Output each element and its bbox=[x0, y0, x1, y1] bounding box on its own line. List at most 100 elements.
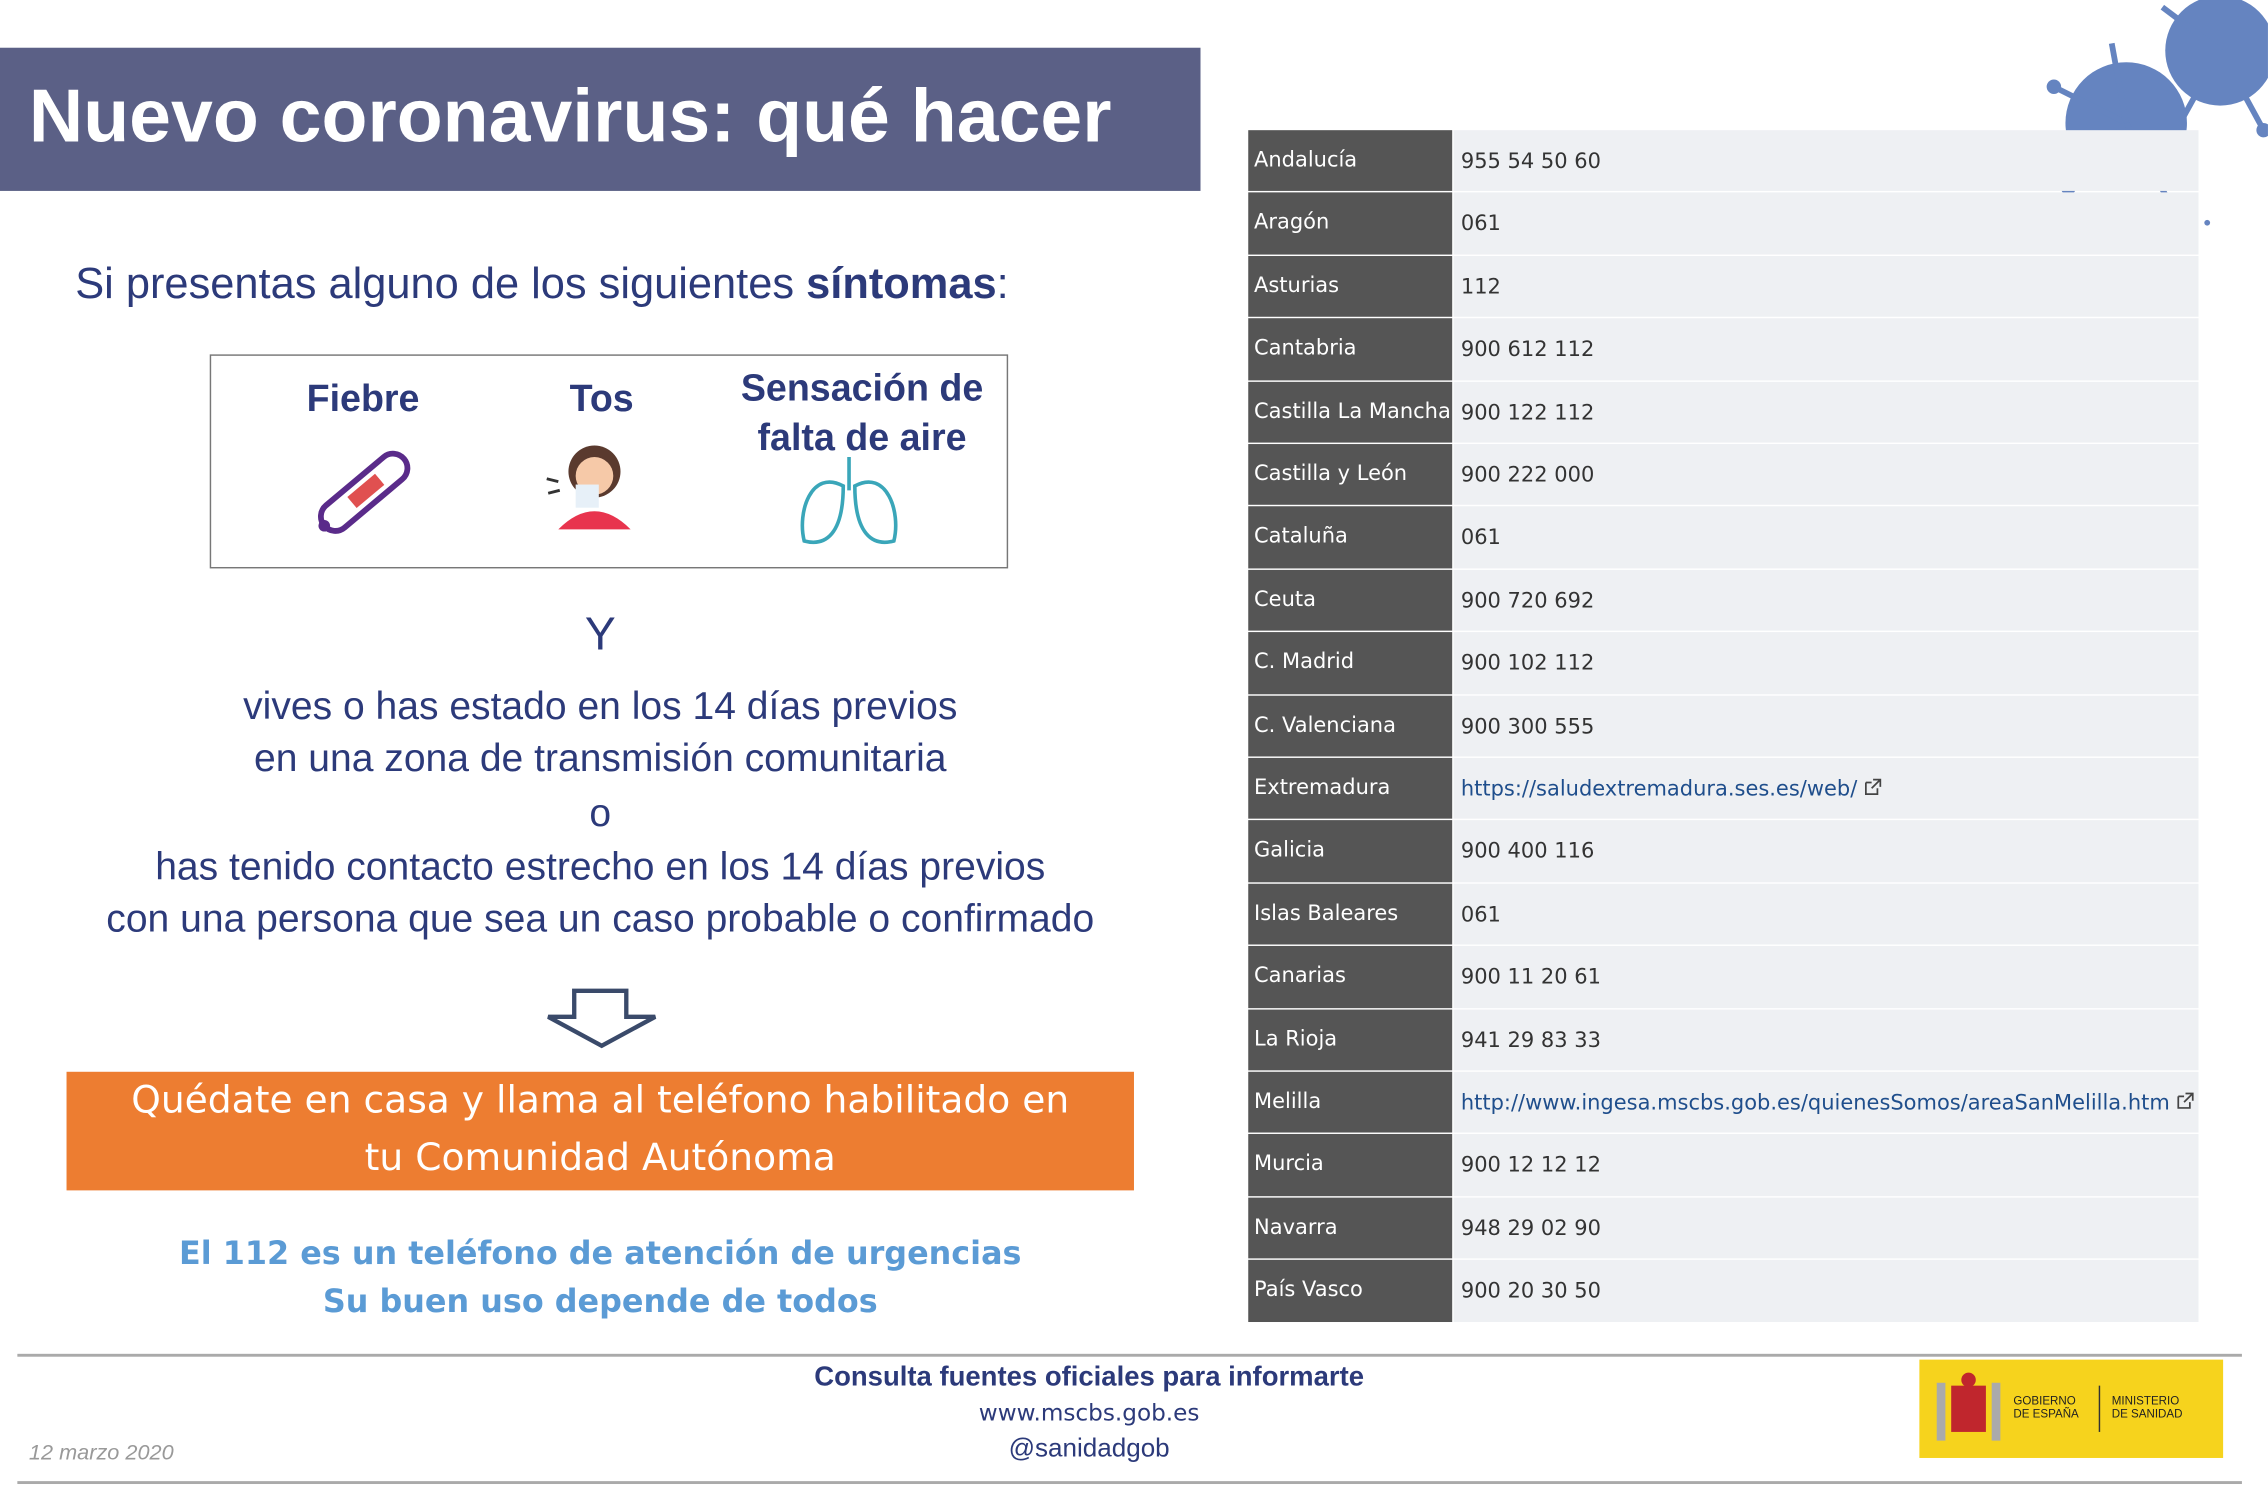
region-cell: Extremadura bbox=[1248, 757, 1453, 820]
condition-line: en una zona de transmisión comunitaria bbox=[254, 736, 947, 780]
region-cell: País Vasco bbox=[1248, 1260, 1453, 1322]
logo-line: DE ESPAÑA bbox=[2013, 1407, 2079, 1421]
lungs-icon bbox=[800, 457, 898, 544]
table-row: Melilla http://www.ingesa.mscbs.gob.es/qu… bbox=[1248, 1071, 2199, 1135]
phone-number: 112 bbox=[1460, 275, 1501, 300]
divider bbox=[17, 1353, 2242, 1357]
logo-line: DE SANIDAD bbox=[2111, 1407, 2183, 1421]
intro-emphasis: síntomas bbox=[806, 260, 997, 309]
table-row: Aragón 061 bbox=[1248, 192, 2199, 256]
intro: Si presentas alguno de los siguientes sí… bbox=[75, 260, 1009, 309]
condition-line: vives o has estado en los 14 días previo… bbox=[243, 684, 958, 728]
title: Nuevo coronavirus: qué hacer bbox=[28, 75, 1112, 160]
note-line: El 112 es un teléfono de atención de urg… bbox=[178, 1236, 1022, 1273]
logo-line: GOBIERNO bbox=[2013, 1394, 2076, 1408]
table-row: La Rioja 941 29 83 33 bbox=[1248, 1008, 2199, 1072]
phone-cell: 948 29 02 90 bbox=[1453, 1197, 2199, 1259]
footer-date: 12 marzo 2020 bbox=[28, 1440, 174, 1466]
region-cell: Canarias bbox=[1248, 946, 1453, 1008]
region-cell: Ceuta bbox=[1248, 569, 1453, 631]
phone-cell: 061 bbox=[1453, 883, 2199, 945]
region-cell: La Rioja bbox=[1248, 1008, 1453, 1071]
phone-number: 900 11 20 61 bbox=[1460, 966, 1601, 990]
intro-colon: : bbox=[996, 260, 1009, 309]
region-cell: Navarra bbox=[1248, 1197, 1453, 1259]
action-line: tu Comunidad Autónoma bbox=[364, 1136, 836, 1181]
region-cell: C. Madrid bbox=[1248, 632, 1453, 694]
table-row: Ceuta 900 720 692 bbox=[1248, 569, 2199, 633]
phone-number: 941 29 83 33 bbox=[1460, 1029, 1601, 1053]
arrow-down bbox=[547, 988, 657, 1049]
phone-cell: https://saludextremadura.ses.es/web/ bbox=[1453, 757, 2199, 820]
phone-cell: 900 720 692 bbox=[1453, 569, 2199, 631]
title-banner: Nuevo coronavirus: qué hacer bbox=[0, 47, 1201, 191]
phone-number: 948 29 02 90 bbox=[1460, 1217, 1601, 1241]
region-cell: Aragón bbox=[1248, 192, 1453, 255]
cough-icon bbox=[546, 445, 631, 530]
phone-number: 900 122 112 bbox=[1460, 401, 1595, 425]
region-cell: Murcia bbox=[1248, 1134, 1453, 1196]
phone-number: 900 102 112 bbox=[1460, 652, 1595, 676]
phone-cell: 941 29 83 33 bbox=[1453, 1008, 2199, 1071]
region-cell: Cantabria bbox=[1248, 318, 1453, 380]
region-cell: Castilla y León bbox=[1248, 444, 1453, 506]
link[interactable]: http://www.ingesa.mscbs.gob.es/quienesSo… bbox=[1460, 1092, 2170, 1116]
divider bbox=[17, 1481, 2242, 1485]
external-link-icon bbox=[2177, 1092, 2194, 1109]
symptoms-box: Fiebre Tos Sensación de falta de aire bbox=[209, 354, 1009, 569]
table-row: Cantabria 900 612 112 bbox=[1248, 318, 2199, 381]
phone-number: 061 bbox=[1460, 527, 1501, 551]
region-cell: Castilla La Mancha bbox=[1248, 381, 1453, 443]
ministry-logo: GOBIERNO DE ESPAÑA MINISTERIO DE SANIDAD bbox=[1919, 1359, 2224, 1458]
phone-cell: 900 12 12 12 bbox=[1453, 1134, 2199, 1196]
phone-cell: 900 102 112 bbox=[1453, 632, 2199, 694]
phone-cell: 900 612 112 bbox=[1453, 318, 2199, 380]
coat-of-arms bbox=[1936, 1372, 2001, 1441]
phone-cell: 061 bbox=[1453, 506, 2199, 569]
table-row: C. Valenciana 900 300 555 bbox=[1248, 695, 2199, 758]
table-row: C. Madrid 900 102 112 bbox=[1248, 632, 2199, 695]
logo-text: MINISTERIO DE SANIDAD bbox=[2112, 1394, 2183, 1420]
conjunction: Y bbox=[584, 607, 616, 660]
table-row: Extremadura https://saludextremadura.ses.… bbox=[1248, 757, 2199, 821]
phone-cell: 900 300 555 bbox=[1453, 695, 2199, 757]
phone-cell: 900 20 30 50 bbox=[1453, 1260, 2199, 1322]
thermometer-icon bbox=[317, 450, 411, 534]
table-row: Islas Baleares 061 bbox=[1248, 883, 2199, 946]
action-box: Quédate en casa y llama al teléfono habi… bbox=[66, 1071, 1134, 1191]
phone-cell: 061 bbox=[1453, 192, 2199, 255]
phone-number: 900 612 112 bbox=[1460, 338, 1595, 362]
phone-cell: 900 122 112 bbox=[1453, 381, 2199, 443]
phone-cell: 900 222 000 bbox=[1453, 444, 2199, 506]
symptom: Fiebre bbox=[306, 376, 420, 420]
symptom: Sensación de falta de aire bbox=[740, 365, 984, 459]
phone-number: 900 720 692 bbox=[1460, 589, 1595, 613]
logo-line: MINISTERIO bbox=[2111, 1394, 2180, 1408]
table-row: Navarra 948 29 02 90 bbox=[1248, 1197, 2199, 1260]
table-row: Castilla y León 900 222 000 bbox=[1248, 444, 2199, 507]
table-row: Cataluña 061 bbox=[1248, 506, 2199, 570]
phone-cell: 900 400 116 bbox=[1453, 820, 2199, 882]
table-row: Andalucía 955 54 50 60 bbox=[1248, 130, 2199, 193]
phone-number: 900 20 30 50 bbox=[1460, 1280, 1601, 1304]
logo-separator bbox=[2098, 1385, 2101, 1432]
region-cell: Cataluña bbox=[1248, 506, 1453, 569]
logo-text: GOBIERNO DE ESPAÑA bbox=[2013, 1394, 2078, 1420]
footer-web: www.mscbs.gob.es bbox=[978, 1398, 1200, 1427]
phone-number: 061 bbox=[1460, 213, 1501, 237]
intro-text: Si presentas alguno de los siguientes bbox=[75, 260, 795, 309]
table-row: Galicia 900 400 116 bbox=[1248, 820, 2199, 884]
region-cell: Asturias bbox=[1248, 255, 1453, 318]
condition-or: o bbox=[589, 791, 612, 835]
note-line: Su buen uso depende de todos bbox=[322, 1284, 878, 1321]
phone-cell: 112 bbox=[1453, 255, 2199, 318]
table-row: Canarias 900 11 20 61 bbox=[1248, 946, 2199, 1009]
phone-number: 900 222 000 bbox=[1460, 464, 1595, 488]
symptom: Tos bbox=[569, 376, 634, 420]
condition-line: has tenido contacto estrecho en los 14 d… bbox=[155, 844, 1046, 889]
region-cell: Andalucía bbox=[1248, 130, 1453, 192]
external-link-icon bbox=[1865, 778, 1882, 795]
link[interactable]: https://saludextremadura.ses.es/web/ bbox=[1460, 778, 1858, 802]
